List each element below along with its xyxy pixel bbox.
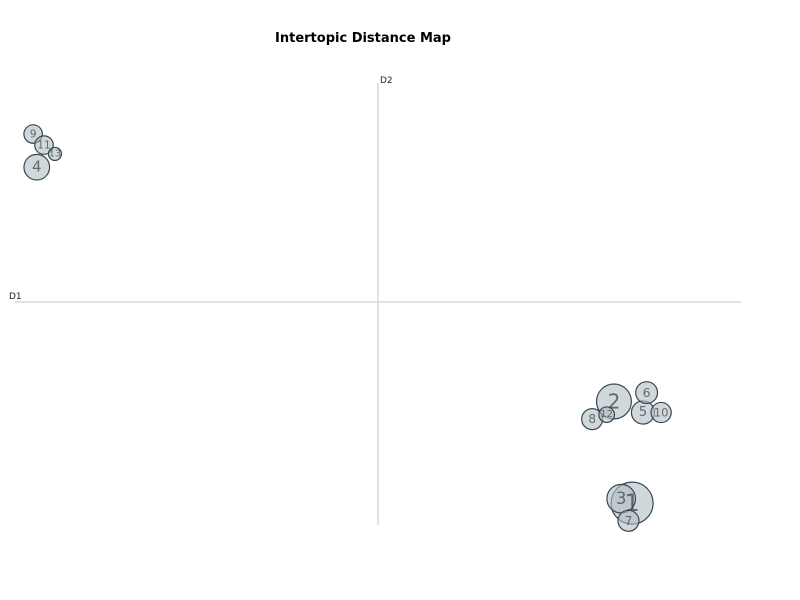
topic-bubble-7[interactable] [617,509,640,532]
y-axis-label: D2 [380,76,393,86]
topic-bubble-10[interactable] [650,401,672,424]
topic-label-8: 8 [588,412,596,426]
topic-label-9: 9 [30,128,37,141]
topic-bubble-11[interactable] [34,135,54,155]
topic-label-4: 4 [32,159,41,176]
topic-label-1: 1 [624,489,639,517]
topic-bubble-13[interactable] [47,146,63,162]
topic-label-3: 3 [616,489,626,508]
topic-bubble-4[interactable] [23,153,51,181]
topic-label-11: 11 [37,139,51,152]
topic-label-12: 12 [600,409,613,420]
topic-label-7: 7 [625,514,633,528]
topic-label-2: 2 [608,389,621,413]
topic-label-6: 6 [643,385,651,400]
x-axis-label: D1 [9,292,22,302]
topic-label-10: 10 [654,406,669,420]
topic-label-5: 5 [639,405,647,420]
topic-bubble-12[interactable] [598,406,616,424]
topic-bubble-6[interactable] [635,381,659,405]
chart-title: Intertopic Distance Map [275,31,451,46]
topic-label-13: 13 [49,148,62,159]
